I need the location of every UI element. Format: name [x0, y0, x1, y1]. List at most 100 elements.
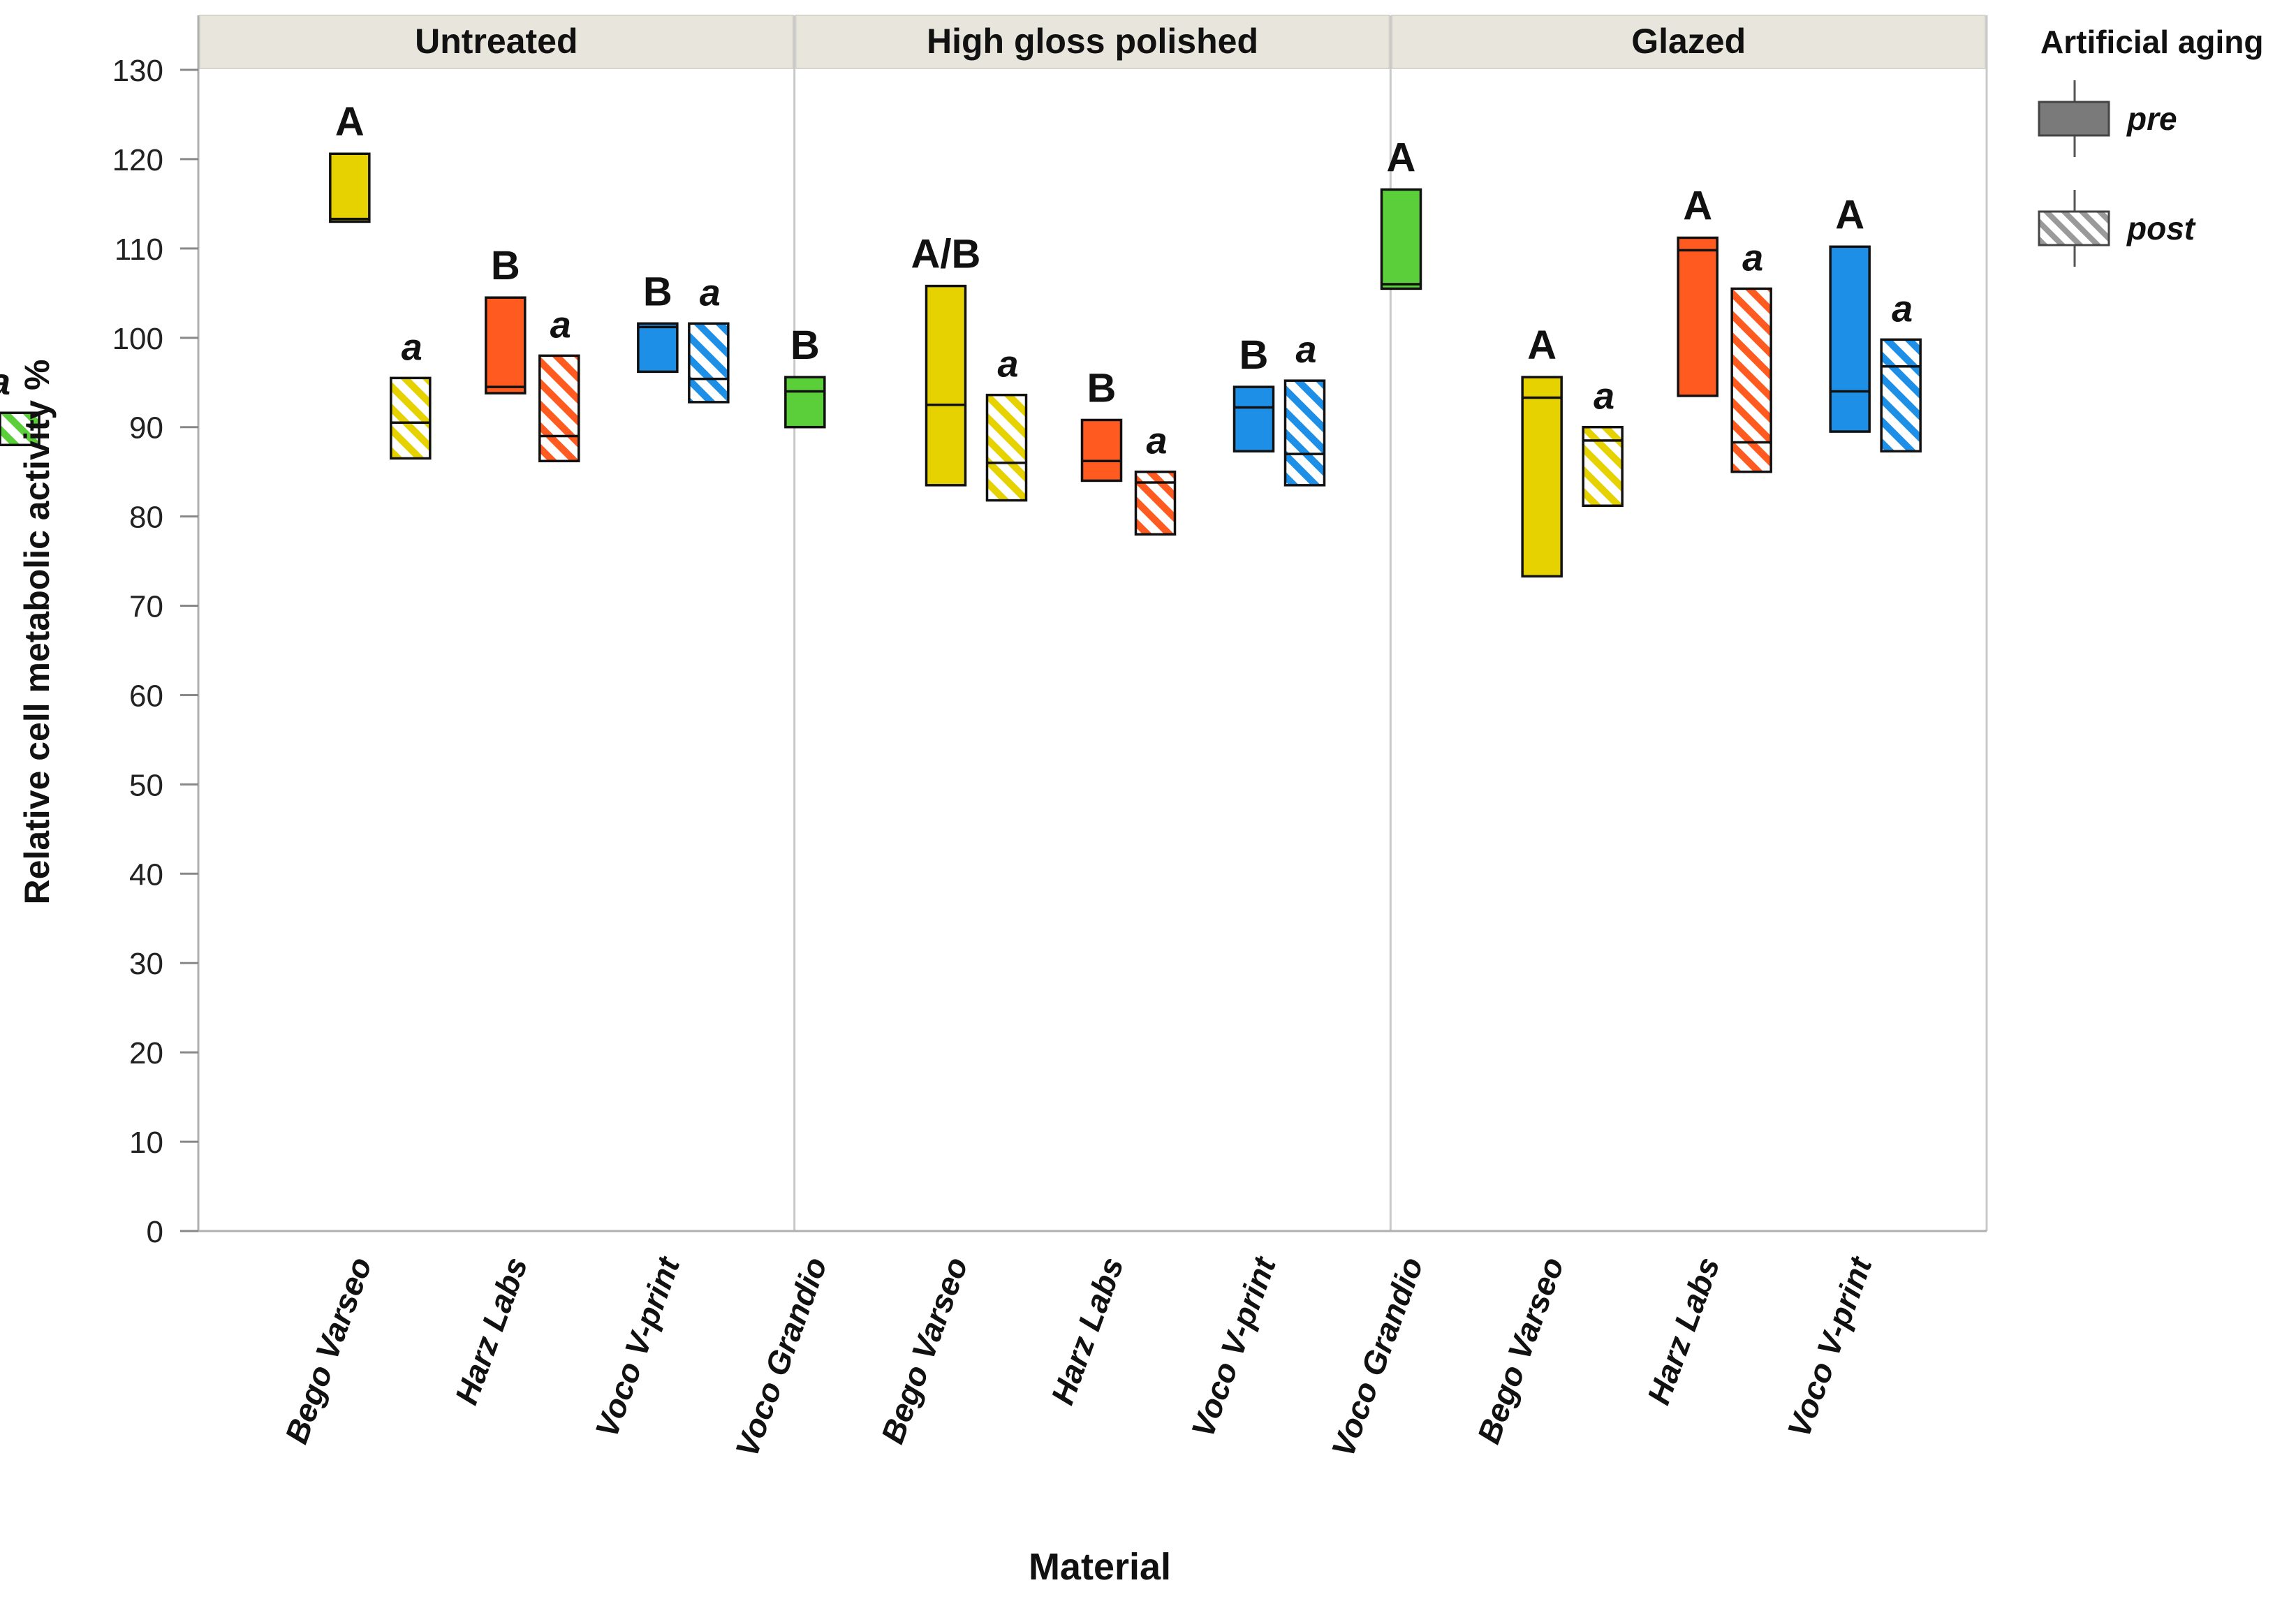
panel-title: Untreated [415, 22, 577, 61]
box-high-gloss-polished-bego-varseo-pre: A/B [911, 232, 980, 487]
box-high-gloss-polished-voco-grandio-pre: A [1380, 135, 1422, 290]
y-tick-label: 90 [129, 411, 163, 445]
box-rect [985, 393, 1028, 502]
y-tick-label: 70 [129, 590, 163, 624]
significance-letter: a [1892, 288, 1913, 330]
box-rect [1677, 236, 1719, 397]
significance-letter: A [1683, 183, 1712, 228]
y-axis-label: Relative cell metabolic activity % [17, 360, 57, 905]
x-tick-label: Voco Grandio [1324, 1253, 1429, 1462]
significance-letter: B [1239, 332, 1269, 378]
box-rect [925, 284, 967, 487]
panel-high-gloss-polished: High gloss polished Bego Varseo Harz Labs V… [793, 15, 1430, 1462]
box-high-gloss-polished-harz-labs-post: a [1134, 420, 1177, 536]
box-rect [1880, 338, 1922, 452]
y-tick-label: 0 [147, 1215, 163, 1249]
x-axis-label: Material [1029, 1546, 1171, 1588]
significance-letter: a [1295, 329, 1316, 371]
x-tick-label: Voco V-print [1780, 1251, 1879, 1442]
box-rect [538, 354, 580, 463]
significance-letter: a [550, 304, 571, 346]
box-glazed-voco-v-print-post: a [1880, 288, 1922, 452]
significance-letter: B [643, 269, 672, 314]
box-untreated-voco-v-print-pre: B [637, 269, 679, 374]
y-tick-label: 20 [129, 1036, 163, 1070]
box-rect [1829, 245, 1871, 433]
x-tick-label: Harz Labs [1640, 1253, 1727, 1409]
panel-glazed: Glazed Bego Varseo Harz Labs Voco V-print [1389, 15, 1987, 1448]
box-high-gloss-polished-harz-labs-pre: B [1080, 365, 1123, 482]
box-rect [637, 322, 679, 374]
box-rect [1521, 376, 1563, 578]
significance-letter: A [1527, 323, 1557, 368]
box-high-gloss-polished-voco-v-print-post: a [1283, 329, 1326, 487]
box-glazed-bego-varseo-post: a [1582, 376, 1624, 508]
panel-title: Glazed [1631, 22, 1746, 61]
x-tick-label: Voco V-print [1184, 1251, 1283, 1442]
box-untreated-voco-grandio-pre: B [784, 323, 826, 429]
significance-letter: A [335, 99, 365, 145]
legend-label: post [2126, 210, 2196, 246]
significance-letter: a [0, 361, 10, 403]
panel-untreated: Untreated Bego Varseo Harz Labs Voco V-prin… [199, 15, 834, 1462]
box-rect [1730, 287, 1772, 473]
legend-swatch [2038, 101, 2110, 137]
box-glazed-harz-labs-post: a [1730, 237, 1772, 473]
significance-letter: a [997, 344, 1018, 385]
panel-title: High gloss polished [927, 22, 1258, 61]
panel-layer: Untreated Bego Varseo Harz Labs Voco V-prin… [199, 15, 1987, 1462]
y-tick-label: 130 [112, 54, 163, 88]
significance-letter: a [1594, 376, 1614, 418]
box-untreated-voco-v-print-post: a [688, 272, 730, 404]
x-tick-label: Bego Varseo [874, 1253, 974, 1448]
box-rect [1232, 385, 1275, 452]
x-tick-label: Voco V-print [588, 1251, 687, 1442]
legend-entry-pre: pre [2038, 80, 2177, 157]
y-tick-label: 30 [129, 947, 163, 981]
y-tick-label: 110 [115, 233, 163, 267]
box-rect [390, 376, 432, 460]
significance-letter: a [402, 326, 422, 368]
box-untreated-bego-varseo-post: a [390, 326, 432, 460]
significance-letter: A [1835, 192, 1864, 237]
box-untreated-bego-varseo-pre: A [329, 99, 371, 223]
x-tick-label: Harz Labs [1044, 1253, 1131, 1409]
panel-header [1391, 15, 1987, 69]
x-tick-label: Voco Grandio [728, 1253, 834, 1462]
significance-letter: a [1146, 420, 1167, 462]
y-tick-label: 100 [112, 322, 163, 356]
box-rect [485, 296, 527, 395]
significance-letter: A [1387, 135, 1416, 180]
box-high-gloss-polished-voco-grandio-post: a [0, 361, 41, 447]
box-high-gloss-polished-voco-v-print-pre: B [1232, 332, 1275, 452]
y-tick-label: 50 [129, 768, 163, 802]
box-rect [688, 322, 730, 404]
box-rect [1134, 470, 1177, 536]
y-tick-label: 60 [129, 679, 163, 713]
box-high-gloss-polished-bego-varseo-post: a [985, 344, 1028, 502]
box-rect [1582, 425, 1624, 508]
x-tick-label: Bego Varseo [1470, 1253, 1570, 1448]
x-tick-label: Harz Labs [448, 1253, 534, 1409]
legend-swatch [2038, 210, 2110, 246]
x-tick-label: Bego Varseo [278, 1253, 378, 1448]
significance-letter: B [790, 323, 820, 368]
box-glazed-harz-labs-pre: A [1677, 183, 1719, 397]
box-untreated-harz-labs-post: a [538, 304, 580, 463]
y-tick-label: 80 [129, 501, 163, 535]
box-glazed-bego-varseo-pre: A [1521, 323, 1563, 578]
significance-letter: B [1087, 365, 1117, 411]
y-tick-label: 10 [129, 1126, 163, 1160]
box-rect [1080, 418, 1123, 482]
legend-title: Artificial aging [2040, 24, 2263, 60]
panel-header [795, 15, 1390, 69]
y-tick-label: 40 [129, 857, 163, 892]
box-rect [1380, 188, 1422, 290]
y-tick-label: 120 [112, 143, 163, 177]
box-glazed-voco-v-print-pre: A [1829, 192, 1871, 433]
box-untreated-harz-labs-pre: B [485, 243, 527, 395]
significance-letter: a [1742, 237, 1763, 279]
